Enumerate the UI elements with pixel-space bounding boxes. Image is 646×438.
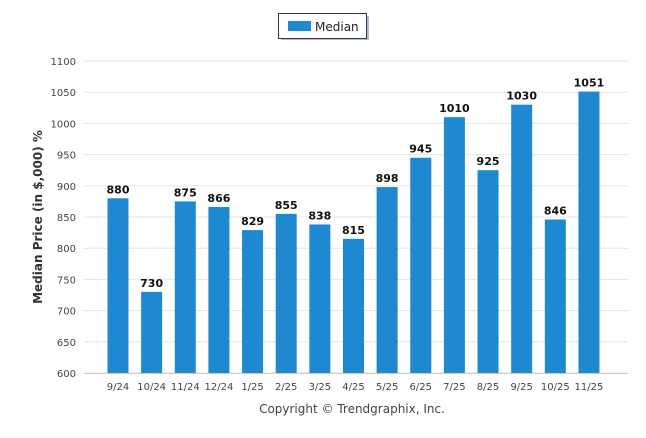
data-label: 898 [376,172,399,185]
y-tick-label: 800 [57,244,76,255]
bar-4-25 [342,238,364,373]
data-label: 730 [140,277,163,290]
y-tick-label: 700 [57,307,76,318]
data-label: 875 [174,186,197,199]
x-tick-label: 10/24 [137,382,166,393]
bar-1-25 [242,230,264,373]
x-tick-label: 9/24 [107,382,129,393]
legend-label: Median [315,20,359,34]
bar-3-25 [309,224,331,373]
x-tick-label: 5/25 [376,382,398,393]
x-tick-label: 4/25 [342,382,364,393]
bar-10-24 [141,291,163,373]
x-tick-label: 1/25 [241,382,263,393]
x-tick-label: 6/25 [410,382,432,393]
copyright-footer: Copyright © Trendgraphix, Inc. [259,402,445,416]
y-tick-label: 650 [57,338,76,349]
x-tick-label: 3/25 [309,382,331,393]
y-tick-label: 600 [57,369,76,380]
data-labels: 880 730 875 866 829 855 838 815 898 945 1010 925 103… [107,77,605,290]
x-tick-label: 9/25 [510,382,532,393]
x-tick-label: 11/24 [171,382,200,393]
legend-swatch [288,21,311,31]
data-label: 829 [241,215,264,228]
data-label: 945 [409,143,432,156]
data-label: 1030 [506,90,537,103]
bar-12-24 [208,207,230,373]
bar-9-25 [511,104,533,374]
y-tick-label: 900 [57,182,76,193]
data-label: 866 [207,192,230,205]
y-tick-label: 1050 [51,88,76,99]
data-label: 925 [477,155,500,168]
y-axis-label: Median Price (in $,000) % [31,130,45,304]
data-label: 846 [544,204,567,217]
x-tick-label: 8/25 [477,382,499,393]
bar-9-24 [107,198,129,373]
bars [107,91,600,374]
bar-5-25 [376,187,398,373]
y-tick-label: 950 [57,151,76,162]
y-axis-ticks: 600 650 700 750 800 850 900 950 1000 1050 1100 [51,57,76,380]
bar-2-25 [275,213,297,373]
bar-10-25 [544,219,566,373]
data-label: 838 [308,209,331,222]
x-axis-ticks: 9/24 10/24 11/24 12/24 1/25 2/25 3/25 4/25 5/25 6… [107,382,604,393]
x-tick-label: 10/25 [541,382,570,393]
data-label: 815 [342,224,365,237]
data-label: 880 [107,183,130,196]
bar-11-25 [578,91,600,374]
bar-6-25 [410,157,432,373]
bar-11-24 [174,201,196,373]
data-label: 855 [275,199,298,212]
y-tick-label: 1000 [51,119,76,130]
x-tick-label: 2/25 [275,382,297,393]
gridlines [84,60,628,374]
y-tick-label: 1100 [51,57,76,68]
bar-7-25 [443,117,465,373]
x-tick-label: 11/25 [575,382,604,393]
y-tick-label: 850 [57,213,76,224]
x-tick-label: 7/25 [443,382,465,393]
data-label: 1010 [439,102,470,115]
data-label: 1051 [574,77,605,90]
bar-8-25 [477,170,499,373]
x-tick-label: 12/24 [205,382,234,393]
y-tick-label: 750 [57,275,76,286]
legend: Median [278,13,369,40]
